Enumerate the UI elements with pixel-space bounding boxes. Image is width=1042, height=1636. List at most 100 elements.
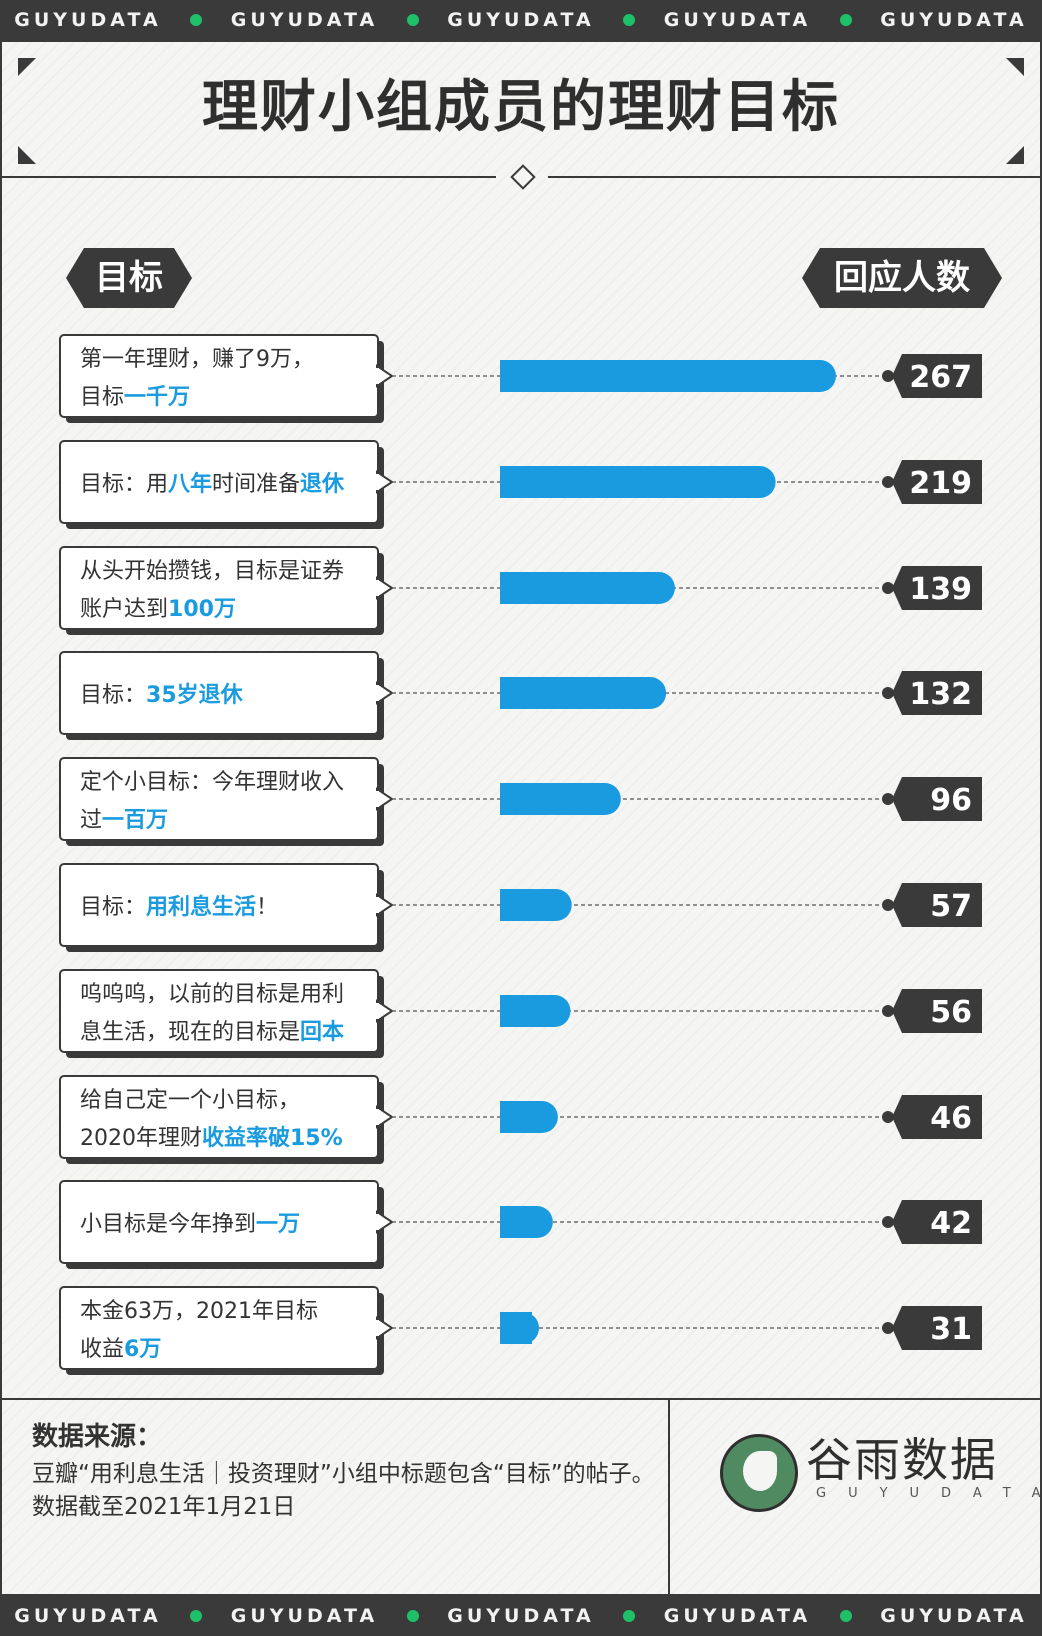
value-badge — [892, 460, 982, 504]
label-pointer-joint — [375, 791, 379, 807]
value-label: 267 — [909, 360, 972, 395]
label-pointer-joint — [375, 1003, 379, 1019]
category-text: 呜呜呜，以前的目标是用利 — [80, 982, 344, 1007]
label-pointer — [376, 364, 394, 388]
category-label: 收益6万 — [80, 1337, 161, 1362]
category-text: 目标 — [80, 385, 124, 410]
category-highlight: 退休 — [300, 472, 345, 497]
category-label: 目标一千万 — [80, 385, 190, 410]
category-highlight: 一百万 — [102, 808, 168, 833]
banner-word: GUYUDATA — [880, 9, 1028, 31]
sparrow-logo-icon — [720, 1434, 798, 1512]
label-pointer — [376, 787, 394, 811]
category-label: 目标：35岁退休 — [80, 682, 244, 708]
bar-chart: 267 第一年理财，赚了9万， 目标一千万 219 目标：用八年时间准备退休 139 从头开… — [59, 334, 982, 1375]
category-highlight: 用利息生活 — [146, 894, 256, 920]
value-label: 139 — [909, 572, 972, 607]
banner-dot-icon — [839, 14, 852, 26]
category-label: 本金63万，2021年目标 — [80, 1299, 318, 1324]
category-label: 过一百万 — [80, 808, 168, 833]
bar-left-cap — [500, 466, 532, 498]
leader-dot — [882, 370, 894, 382]
category-label: 第一年理财，赚了9万， — [80, 347, 314, 372]
label-pointer — [376, 576, 394, 600]
logo-name: 谷雨数据 — [806, 1433, 998, 1487]
page-title: 理财小组成员的理财目标 — [202, 75, 840, 140]
category-highlight: 6万 — [124, 1337, 161, 1362]
label-pointer-joint — [375, 685, 379, 701]
source-text: 豆瓣“用利息生活｜投资理财”小组中标题包含“目标”的帖子。数据截至2021年1月… — [32, 1461, 655, 1520]
corner-top-right — [1006, 58, 1024, 76]
banner-dot-icon — [623, 14, 636, 26]
leader-dot — [882, 793, 894, 805]
category-text: 目标： — [80, 683, 146, 708]
category-text: 过 — [80, 808, 102, 833]
category-text: 本金63万，2021年目标 — [80, 1299, 318, 1324]
bar — [500, 677, 667, 709]
bar-left-cap — [500, 783, 532, 815]
bar-left-cap — [500, 360, 532, 392]
label-pointer — [376, 1105, 394, 1129]
label-pointer-joint — [375, 1320, 379, 1336]
title-area: 理财小组成员的理财目标 — [2, 42, 1040, 190]
banner-dot-icon — [839, 1610, 852, 1622]
category-text: 第一年理财，赚了9万， — [80, 347, 314, 372]
category-label: 目标：用利息生活！ — [80, 894, 278, 920]
value-badge — [892, 671, 982, 715]
source-divider — [668, 1400, 670, 1596]
bar — [500, 572, 675, 604]
label-pointer — [376, 1316, 394, 1340]
category-highlight: 收益率破15% — [202, 1125, 343, 1151]
banner-word: GUYUDATA — [880, 1605, 1028, 1627]
corner-bottom-right — [1006, 146, 1024, 164]
leader-dot — [882, 687, 894, 699]
category-label: 目标：用八年时间准备退休 — [80, 471, 345, 497]
label-pointer — [376, 681, 394, 705]
value-label: 132 — [909, 677, 972, 712]
source-section: 数据来源： 豆瓣“用利息生活｜投资理财”小组中标题包含“目标”的帖子。数据截至2… — [2, 1398, 1042, 1596]
value-label: 57 — [930, 889, 972, 924]
label-pointer — [376, 893, 394, 917]
title-rule-left — [2, 176, 496, 178]
category-text: 息生活，现在的目标是 — [80, 1020, 300, 1045]
category-text: 时间准备 — [212, 472, 300, 497]
value-badge — [892, 1200, 982, 1244]
category-text: 小目标是今年挣到 — [80, 1212, 256, 1237]
value-badge — [892, 1095, 982, 1139]
infographic-card: 理财小组成员的理财目标 目标 回应人数 267 第一年理财，赚了9万， 目标一千万 2… — [2, 42, 1042, 1596]
value-badge — [892, 883, 982, 927]
value-label: 219 — [909, 466, 972, 501]
label-pointer-joint — [375, 368, 379, 384]
category-label: 给自己定一个小目标， — [80, 1088, 300, 1113]
category-highlight: 八年 — [168, 471, 212, 497]
category-text: 目标：用 — [80, 472, 168, 497]
value-badge — [892, 354, 982, 398]
category-highlight: 35岁退休 — [146, 682, 244, 708]
banner-word: GUYUDATA — [14, 1605, 162, 1627]
banner-dot-icon — [190, 14, 203, 26]
title-rule-right — [548, 176, 1040, 178]
category-text: ！ — [256, 895, 278, 920]
bar — [500, 360, 836, 392]
label-pointer — [376, 470, 394, 494]
value-label: 96 — [930, 783, 972, 818]
banner-word: GUYUDATA — [447, 1605, 595, 1627]
leader-dot — [882, 476, 894, 488]
bar-left-cap — [500, 1101, 532, 1133]
banner-dot-icon — [406, 14, 419, 26]
label-pointer-joint — [375, 1214, 379, 1230]
label-pointer-joint — [375, 580, 379, 596]
label-pointer-joint — [375, 1109, 379, 1125]
category-label: 定个小目标：今年理财收入 — [80, 770, 344, 795]
category-text: 账户达到 — [80, 597, 168, 622]
bar-left-cap — [500, 572, 532, 604]
category-text: 目标： — [80, 895, 146, 920]
header-goal: 目标 — [66, 248, 192, 308]
logo-subtitle: GUYUDATA — [816, 1486, 1042, 1501]
banner-word: GUYUDATA — [663, 9, 812, 31]
corner-bottom-left — [18, 146, 36, 164]
category-label: 2020年理财收益率破15% — [80, 1125, 343, 1151]
leader-dot — [882, 582, 894, 594]
banner-dot-icon — [190, 1610, 203, 1622]
top-banner: GUYUDATA GUYUDATA GUYUDATA GUYUDATA GUYUDATA — [0, 0, 1042, 40]
